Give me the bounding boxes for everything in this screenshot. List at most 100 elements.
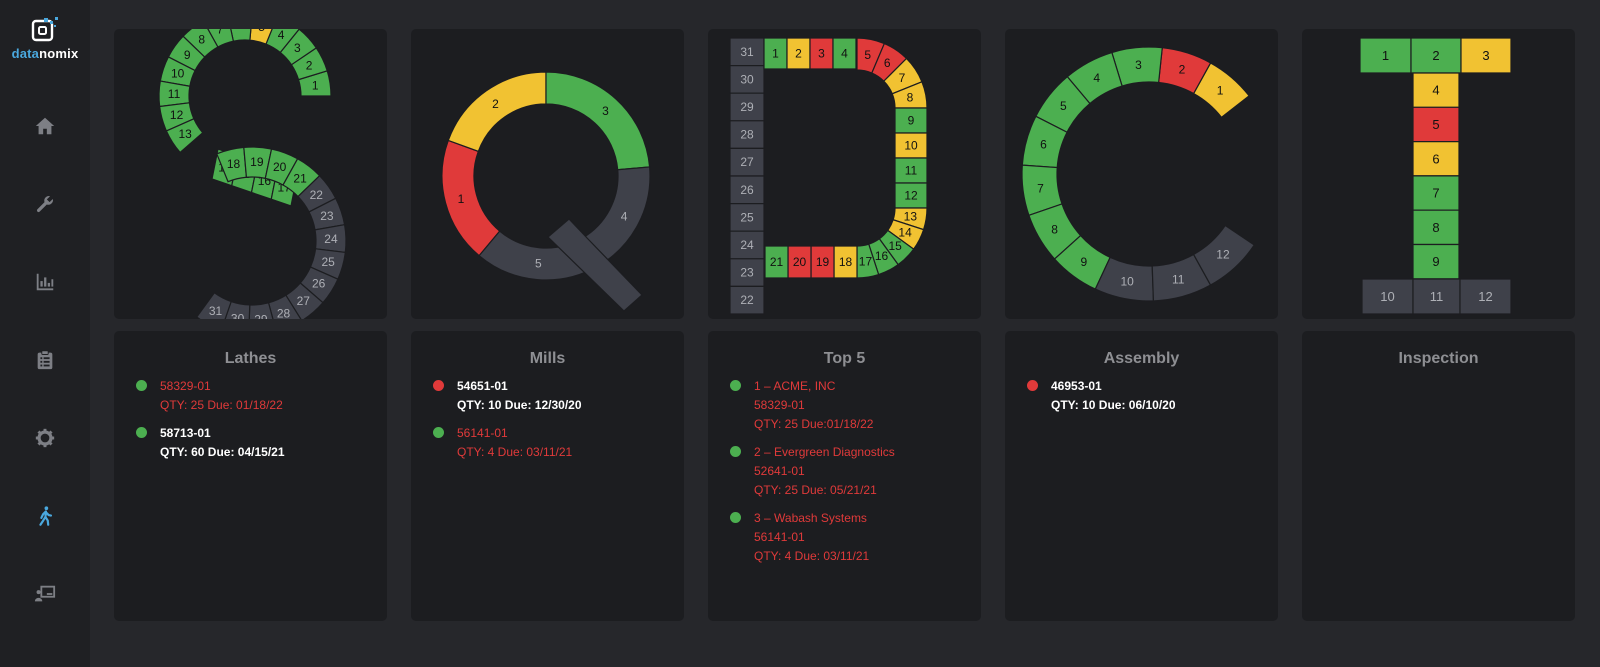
segment-t-11[interactable]: 11	[1412, 278, 1461, 315]
segment-t-10[interactable]: 10	[1361, 278, 1414, 315]
segment-q-3[interactable]: 3	[545, 71, 651, 171]
segment-shape	[1192, 224, 1256, 286]
presenter-icon	[34, 585, 56, 602]
list-item[interactable]: 54651-01 QTY: 10 Due: 12/30/20	[433, 377, 674, 415]
segment-s-19[interactable]: 19	[243, 146, 273, 180]
nav-tasks[interactable]	[27, 342, 63, 378]
list-item[interactable]: 56141-01 QTY: 4 Due: 03/11/21	[433, 424, 674, 462]
segment-label: 1	[312, 79, 319, 93]
clipboard-icon	[37, 350, 53, 370]
nav-presentation[interactable]	[27, 576, 63, 612]
segment-d-24[interactable]: 24	[729, 230, 765, 260]
segment-d-11[interactable]: 11	[894, 157, 928, 184]
nav-settings[interactable]	[27, 420, 63, 456]
list-item[interactable]: 58329-01 QTY: 25 Due: 01/18/22	[136, 377, 377, 415]
segment-label: 1	[772, 47, 779, 61]
segment-d-4[interactable]: 4	[832, 37, 857, 70]
segment-label: 6	[237, 29, 244, 32]
nav-lean-walk[interactable]	[27, 498, 63, 534]
segment-label: 18	[227, 157, 241, 171]
segment-s-24[interactable]: 24	[314, 223, 347, 254]
segment-d-3[interactable]: 3	[809, 37, 834, 70]
segment-t-4[interactable]: 4	[1412, 72, 1460, 108]
segment-d-23[interactable]: 23	[729, 258, 765, 287]
segment-q-2[interactable]: 2	[447, 71, 547, 153]
segment-d-29[interactable]: 29	[729, 92, 765, 122]
segment-label: 20	[793, 255, 807, 269]
segment-label: 3	[294, 41, 301, 55]
mills-list: 54651-01 QTY: 10 Due: 12/30/20 56141-01 …	[433, 377, 674, 471]
segment-s-13[interactable]: 13	[165, 117, 204, 154]
segment-d-22[interactable]: 22	[729, 285, 765, 315]
segment-d-25[interactable]: 25	[729, 203, 765, 232]
letter-c-panel: 1 2 3 4 5 6 7 8 9 10 11 12	[1005, 29, 1278, 319]
qty-due: QTY: 60 Due: 04/15/21	[160, 445, 285, 459]
letter-q-graphic: 1 2 3 4 5	[441, 71, 651, 312]
segment-label: 23	[740, 266, 754, 280]
qty-due: QTY: 4 Due: 03/11/21	[457, 445, 573, 459]
part-number: 58329-01	[160, 379, 211, 393]
segment-label: 2	[306, 58, 313, 72]
segment-label: 5	[258, 29, 265, 34]
segment-d-10[interactable]: 10	[894, 132, 928, 159]
segment-label: 25	[740, 210, 754, 224]
segment-t-7[interactable]: 7	[1412, 175, 1460, 211]
lathes-list: 58329-01 QTY: 25 Due: 01/18/22 58713-01 …	[136, 377, 377, 471]
segment-d-12[interactable]: 12	[894, 182, 928, 209]
nav-home[interactable]	[27, 108, 63, 144]
segment-s-10[interactable]: 10	[159, 56, 196, 87]
segment-c-11[interactable]: 11	[1151, 253, 1212, 302]
segment-c-10[interactable]: 10	[1094, 256, 1155, 302]
segment-t-8[interactable]: 8	[1412, 209, 1460, 246]
segment-shape	[1460, 37, 1512, 74]
list-item[interactable]: 58713-01 QTY: 60 Due: 04/15/21	[136, 424, 377, 462]
segment-s-20[interactable]: 20	[264, 148, 299, 186]
segment-s-31[interactable]: 31	[195, 291, 232, 319]
segment-s-23[interactable]: 23	[308, 197, 346, 231]
list-item[interactable]: 1 – ACME, INC 58329-01 QTY: 25 Due:01/18…	[730, 377, 971, 434]
assembly-card: Assembly 46953-01 QTY: 10 Due: 06/10/20	[1005, 331, 1278, 621]
segment-t-9[interactable]: 9	[1412, 243, 1460, 280]
segment-d-9[interactable]: 9	[894, 107, 928, 134]
segment-t-12[interactable]: 12	[1459, 278, 1512, 315]
nav-maintenance[interactable]	[27, 186, 63, 222]
nav-reports[interactable]	[27, 264, 63, 300]
qty-due: QTY: 10 Due: 12/30/20	[457, 398, 582, 412]
segment-d-2[interactable]: 2	[786, 37, 811, 70]
segment-c-12[interactable]: 12	[1192, 224, 1256, 286]
segment-label: 3	[1482, 48, 1489, 63]
segment-label: 16	[875, 249, 889, 263]
list-item[interactable]: 46953-01 QTY: 10 Due: 06/10/20	[1027, 377, 1268, 415]
segment-d-31[interactable]: 31	[729, 37, 765, 67]
segment-d-27[interactable]: 27	[729, 147, 765, 177]
segment-t-3[interactable]: 3	[1460, 37, 1512, 74]
segment-shape	[441, 139, 501, 257]
part-number: 56141-01	[457, 426, 508, 440]
list-item[interactable]: 3 – Wabash Systems 56141-01 QTY: 4 Due: …	[730, 509, 971, 566]
segment-d-1[interactable]: 1	[763, 37, 788, 70]
segment-shape	[447, 71, 547, 153]
customer-name: 1 – ACME, INC	[754, 379, 836, 393]
segment-t-5[interactable]: 5	[1412, 106, 1460, 143]
segment-d-21[interactable]: 21	[764, 245, 789, 279]
segment-label: 25	[321, 255, 335, 269]
segment-d-26[interactable]: 26	[729, 175, 765, 205]
segment-d-19[interactable]: 19	[810, 245, 835, 279]
qty-due: QTY: 25 Due: 05/21/21	[754, 483, 877, 497]
segment-d-18[interactable]: 18	[833, 245, 858, 279]
segment-label: 19	[816, 255, 830, 269]
segment-t-1[interactable]: 1	[1359, 37, 1412, 74]
segment-d-28[interactable]: 28	[729, 120, 765, 149]
brand-logo[interactable]: datanomix	[0, 16, 90, 61]
segment-q-1[interactable]: 1	[441, 139, 501, 257]
segment-s-11[interactable]: 11	[158, 80, 191, 108]
segment-d-20[interactable]: 20	[787, 245, 812, 279]
segment-label: 20	[273, 160, 287, 174]
walking-person-icon	[39, 506, 53, 526]
segment-t-6[interactable]: 6	[1412, 141, 1460, 177]
segment-t-2[interactable]: 2	[1410, 37, 1462, 74]
list-item[interactable]: 2 – Evergreen Diagnostics 52641-01 QTY: …	[730, 443, 971, 500]
segment-d-30[interactable]: 30	[729, 65, 765, 94]
segment-label: 13	[904, 209, 918, 223]
inspection-card: Inspection	[1302, 331, 1575, 621]
